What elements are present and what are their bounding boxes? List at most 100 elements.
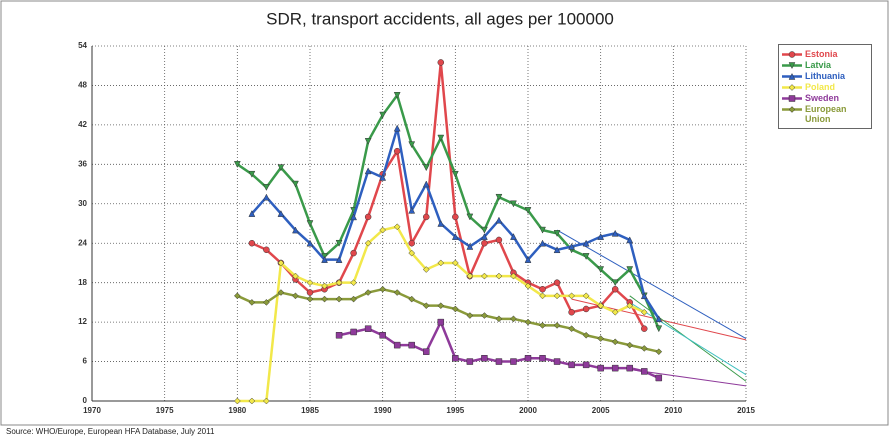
marker [437,59,445,66]
marker [481,239,488,247]
marker [451,170,459,178]
y-tick-label: 42 [78,120,87,129]
marker [582,239,590,247]
y-tick-label: 30 [78,199,87,208]
y-tick-label: 54 [78,41,87,50]
legend-label: Latvia [805,60,832,70]
marker [510,315,517,323]
marker [611,229,619,237]
x-tick-label: 1995 [446,406,464,415]
marker [480,233,488,240]
marker [364,138,372,145]
marker [568,292,575,300]
marker [379,226,387,234]
legend-swatch [782,84,802,91]
legend: Estonia Latvia Lithuania Poland Sweden Europe… [778,44,872,129]
marker [626,236,634,244]
marker [539,285,546,293]
marker [350,249,357,257]
marker [466,213,474,221]
marker [248,299,256,306]
series-line [338,319,660,380]
marker [641,325,648,332]
marker [495,358,503,365]
marker [553,358,561,365]
marker [379,332,386,339]
marker [553,292,561,300]
marker [788,106,796,113]
marker [437,318,445,326]
y-tick-label: 0 [83,396,88,405]
marker [408,341,415,349]
marker [277,210,285,217]
marker [568,309,575,316]
legend-swatch [782,62,802,70]
marker [422,164,430,172]
x-tick-label: 1970 [83,406,101,415]
marker [597,302,605,310]
x-tick-label: 2000 [519,406,537,415]
marker [379,173,387,181]
marker [233,292,241,300]
x-tick-label: 1980 [228,406,246,415]
marker [495,216,503,224]
marker [248,239,256,247]
marker [655,374,663,382]
marker [582,292,590,300]
marker [481,355,488,362]
trend-line [629,301,747,376]
marker [481,272,488,280]
marker [292,272,299,280]
legend-item: European Union [779,104,871,124]
marker [248,170,256,178]
marker [233,397,241,405]
marker [277,259,285,267]
chart-title: SDR, transport accidents, all ages per 1… [266,9,614,28]
marker [437,219,445,227]
marker [364,325,372,332]
marker [306,289,314,296]
marker [640,345,648,352]
marker [451,233,459,240]
marker [263,246,270,254]
marker [611,285,619,293]
legend-label: Estonia [805,49,838,59]
frame [0,0,889,426]
y-tick-label: 18 [78,278,87,287]
marker [640,308,648,316]
marker [321,256,328,263]
marker [495,236,503,244]
marker [248,210,256,217]
marker [626,266,634,274]
marker [788,62,796,70]
legend-item: Estonia [779,49,871,59]
marker [466,358,474,365]
legend-swatch [782,51,802,58]
y-tick-label: 6 [83,357,88,366]
marker [306,295,314,303]
legend-swatch [782,72,802,80]
marker [292,180,299,188]
marker [379,285,387,293]
series-line [251,62,646,330]
marker [277,289,285,296]
legend-label: Sweden [805,93,840,103]
marker [335,295,343,303]
marker [437,259,445,267]
x-tick-label: 2010 [664,406,682,415]
marker [393,223,401,231]
marker [262,193,270,201]
marker [582,305,590,313]
marker [277,164,285,172]
y-tick-label: 24 [78,238,87,247]
legend-label: Lithuania [805,71,845,81]
source-note: Source: WHO/Europe, European HFA Databas… [6,427,215,436]
marker [292,292,299,300]
marker [553,322,561,329]
marker [321,295,328,303]
legend-item: Sweden [779,93,871,103]
legend-label: Poland [805,82,836,92]
marker [350,213,358,221]
marker [306,239,314,247]
y-tick-label: 48 [78,81,87,90]
